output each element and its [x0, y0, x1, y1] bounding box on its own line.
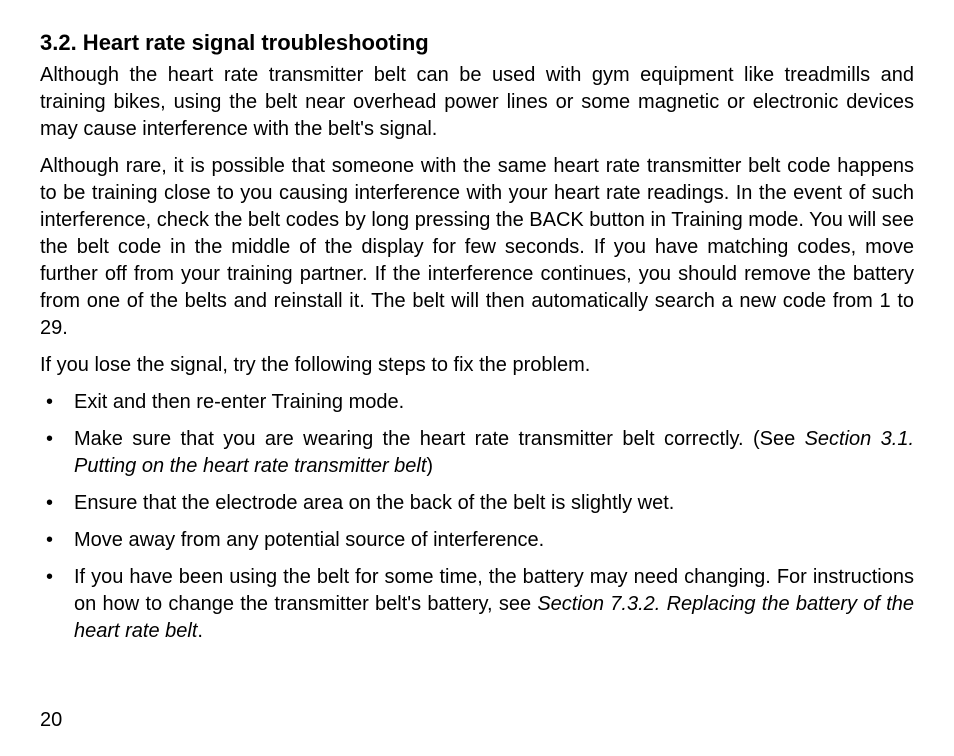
troubleshooting-list: Exit and then re-enter Training mode. Ma… — [40, 389, 914, 645]
list-item: Ensure that the electrode area on the ba… — [40, 490, 914, 517]
paragraph-3: If you lose the signal, try the followin… — [40, 352, 914, 379]
list-item: If you have been using the belt for some… — [40, 564, 914, 645]
list-item-text: Make sure that you are wearing the heart… — [74, 428, 805, 450]
list-item-text: Move away from any potential source of i… — [74, 529, 544, 551]
document-page: 3.2. Heart rate signal troubleshooting A… — [0, 0, 954, 756]
paragraph-1: Although the heart rate transmitter belt… — [40, 62, 914, 143]
list-item-text: ) — [426, 455, 433, 477]
paragraph-2: Although rare, it is possible that someo… — [40, 153, 914, 342]
page-number: 20 — [40, 709, 62, 732]
list-item: Move away from any potential source of i… — [40, 527, 914, 554]
list-item-text: Exit and then re-enter Training mode. — [74, 391, 404, 413]
list-item-text: Ensure that the electrode area on the ba… — [74, 492, 674, 514]
section-heading: 3.2. Heart rate signal troubleshooting — [40, 30, 914, 56]
list-item: Exit and then re-enter Training mode. — [40, 389, 914, 416]
list-item-text: . — [197, 620, 203, 642]
list-item: Make sure that you are wearing the heart… — [40, 426, 914, 480]
